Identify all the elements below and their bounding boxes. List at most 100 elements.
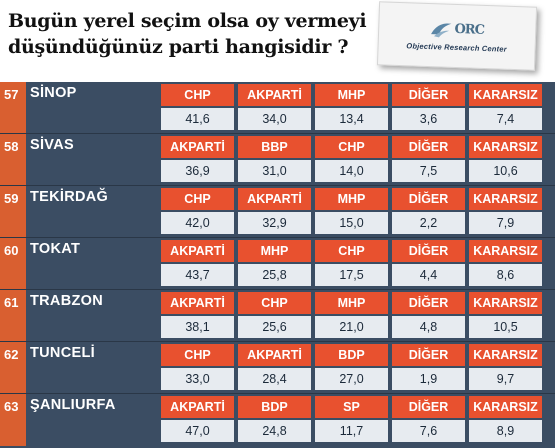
vote-percentage: 7,4 [469, 108, 542, 130]
vote-percentage: 3,6 [392, 108, 465, 130]
vote-percentage: 25,8 [238, 264, 311, 286]
row-number: 63 [0, 394, 26, 446]
vote-percentage: 28,4 [238, 368, 311, 390]
party-label: CHP [315, 240, 388, 262]
vote-percentage: 14,0 [315, 160, 388, 182]
party-label: KARARSIZ [469, 84, 542, 106]
table-row: 60 TOKAT AKPARTİ MHP CHP DİĞER KARARSIZ 43,7 25,… [0, 238, 555, 290]
party-label: DİĞER [392, 84, 465, 106]
party-label: CHP [161, 84, 234, 106]
party-label: KARARSIZ [469, 188, 542, 210]
vote-percentage: 7,5 [392, 160, 465, 182]
vote-percentage: 8,9 [469, 420, 542, 442]
city-name: TUNCELİ [30, 345, 95, 361]
vote-percentage: 31,0 [238, 160, 311, 182]
table-row: 57 SİNOP CHP AKPARTİ MHP DİĞER KARARSIZ 41,6 34,… [0, 82, 555, 134]
vote-percentage: 36,9 [161, 160, 234, 182]
vote-percentage: 1,9 [392, 368, 465, 390]
row-divider [0, 185, 555, 186]
logo-caption: Objective Research Center [406, 40, 507, 54]
party-label: DİĞER [392, 188, 465, 210]
city-name: TEKİRDAĞ [30, 189, 109, 205]
vote-percentage: 32,9 [238, 212, 311, 234]
vote-percentage: 11,7 [315, 420, 388, 442]
party-label: KARARSIZ [469, 396, 542, 418]
vote-percentage: 7,6 [392, 420, 465, 442]
vote-percentage: 25,6 [238, 316, 311, 338]
row-divider [0, 237, 555, 238]
logo-letters: ORC [454, 21, 485, 38]
party-label: DİĞER [392, 344, 465, 366]
party-label: MHP [315, 84, 388, 106]
city-name: SİNOP [30, 85, 77, 101]
party-label: AKPARTİ [238, 344, 311, 366]
party-label: MHP [315, 188, 388, 210]
row-divider [0, 341, 555, 342]
party-label: MHP [315, 292, 388, 314]
party-label: KARARSIZ [469, 136, 542, 158]
party-label: CHP [238, 292, 311, 314]
vote-percentage: 21,0 [315, 316, 388, 338]
party-label: SP [315, 396, 388, 418]
party-label: AKPARTİ [161, 292, 234, 314]
vote-percentage: 7,9 [469, 212, 542, 234]
party-label: CHP [161, 188, 234, 210]
party-label: BDP [238, 396, 311, 418]
vote-percentage: 8,6 [469, 264, 542, 286]
party-label: AKPARTİ [238, 188, 311, 210]
table-row: 59 TEKİRDAĞ CHP AKPARTİ MHP DİĞER KARARSIZ 42,0… [0, 186, 555, 238]
party-label: AKPARTİ [161, 396, 234, 418]
party-label: AKPARTİ [238, 84, 311, 106]
party-label: BDP [315, 344, 388, 366]
vote-percentage: 42,0 [161, 212, 234, 234]
page-title: Bugün yerel seçim olsa oy vermeyi düşünd… [8, 8, 367, 60]
title-line-1: Bugün yerel seçim olsa oy vermeyi [8, 10, 367, 32]
vote-percentage: 27,0 [315, 368, 388, 390]
vote-percentage: 15,0 [315, 212, 388, 234]
table-row: 63 ŞANLIURFA AKPARTİ BDP SP DİĞER KARARSIZ 47,0… [0, 394, 555, 446]
vote-percentage: 13,4 [315, 108, 388, 130]
party-label: DİĞER [392, 240, 465, 262]
city-name: ŞANLIURFA [30, 397, 116, 413]
party-label: KARARSIZ [469, 344, 542, 366]
party-label: KARARSIZ [469, 240, 542, 262]
table-row: 62 TUNCELİ CHP AKPARTİ BDP DİĞER KARARSIZ 33,0 2… [0, 342, 555, 394]
row-divider [0, 289, 555, 290]
row-number: 58 [0, 134, 26, 186]
city-name: SİVAS [30, 137, 74, 153]
party-label: CHP [315, 136, 388, 158]
party-label: MHP [238, 240, 311, 262]
row-number: 57 [0, 82, 26, 134]
row-number: 60 [0, 238, 26, 290]
party-label: DİĞER [392, 396, 465, 418]
vote-percentage: 47,0 [161, 420, 234, 442]
vote-percentage: 34,0 [238, 108, 311, 130]
party-label: DİĞER [392, 136, 465, 158]
row-divider [0, 133, 555, 134]
vote-percentage: 24,8 [238, 420, 311, 442]
bird-icon [431, 22, 452, 37]
logo: ORC Objective Research Center [376, 1, 538, 71]
vote-percentage: 17,5 [315, 264, 388, 286]
header: Bugün yerel seçim olsa oy vermeyi düşünd… [0, 0, 555, 82]
vote-percentage: 33,0 [161, 368, 234, 390]
title-line-2: düşündüğünüz parti hangisidir ? [8, 36, 349, 58]
party-label: BBP [238, 136, 311, 158]
orc-logo-mark: ORC [430, 20, 484, 40]
party-label: CHP [161, 344, 234, 366]
vote-percentage: 43,7 [161, 264, 234, 286]
row-number: 62 [0, 342, 26, 394]
vote-percentage: 9,7 [469, 368, 542, 390]
party-label: AKPARTİ [161, 240, 234, 262]
party-label: DİĞER [392, 292, 465, 314]
vote-percentage: 2,2 [392, 212, 465, 234]
party-label: AKPARTİ [161, 136, 234, 158]
results-table: 57 SİNOP CHP AKPARTİ MHP DİĞER KARARSIZ 41,6 34,… [0, 82, 555, 448]
vote-percentage: 4,8 [392, 316, 465, 338]
vote-percentage: 10,6 [469, 160, 542, 182]
vote-percentage: 10,5 [469, 316, 542, 338]
table-row: 58 SİVAS AKPARTİ BBP CHP DİĞER KARARSIZ 36,9 31,… [0, 134, 555, 186]
row-number: 59 [0, 186, 26, 238]
city-name: TOKAT [30, 241, 81, 257]
vote-percentage: 4,4 [392, 264, 465, 286]
